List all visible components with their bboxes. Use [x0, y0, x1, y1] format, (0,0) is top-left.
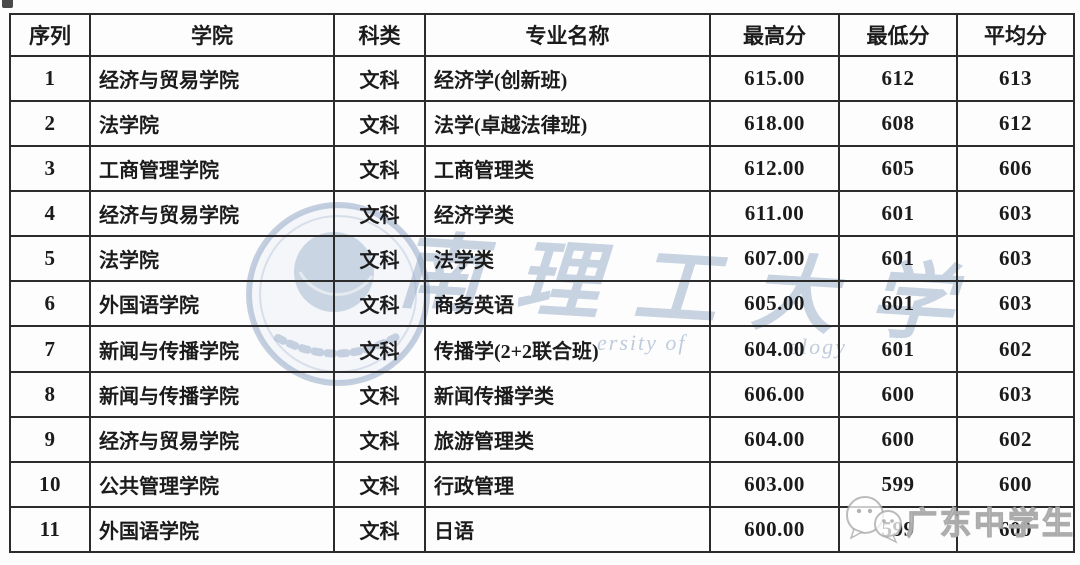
cell-seq: 10 [9, 460, 91, 508]
cell-seq: 7 [9, 325, 91, 373]
admission-scores-table: 序列 学院 科类 专业名称 最高分 最低分 平均分 1 经济与贸易学院 文科 经… [9, 13, 1075, 554]
cell-avg-score: 602 [956, 325, 1075, 373]
cell-major: 法学类 [424, 235, 711, 283]
cell-category: 文科 [333, 505, 426, 554]
cell-seq: 2 [9, 100, 91, 148]
cell-avg-score: 603 [956, 190, 1075, 238]
cell-avg-score: 612 [956, 100, 1075, 148]
table-header-row: 序列 学院 科类 专业名称 最高分 最低分 平均分 [9, 13, 1075, 57]
cell-seq: 6 [9, 280, 91, 328]
cell-avg-score: 603 [956, 280, 1075, 328]
table-row: 11 外国语学院 文科 日语 600.00 599 600 [9, 505, 1075, 554]
cell-major: 新闻传播学类 [424, 370, 711, 418]
cell-college: 经济与贸易学院 [89, 190, 335, 238]
header-avg: 平均分 [956, 13, 1075, 57]
table-row: 3 工商管理学院 文科 工商管理类 612.00 605 606 [9, 145, 1075, 193]
table-row: 1 经济与贸易学院 文科 经济学(创新班) 615.00 612 613 [9, 54, 1075, 103]
cell-max-score: 612.00 [709, 145, 840, 193]
cell-min-score: 599 [838, 460, 958, 508]
cell-max-score: 611.00 [709, 190, 840, 238]
table-row: 4 经济与贸易学院 文科 经济学类 611.00 601 603 [9, 190, 1075, 238]
cell-avg-score: 603 [956, 370, 1075, 418]
table-row: 5 法学院 文科 法学类 607.00 601 603 [9, 235, 1075, 283]
cell-major: 传播学(2+2联合班) [424, 325, 711, 373]
cell-major: 经济学类 [424, 190, 711, 238]
cell-category: 文科 [333, 325, 426, 373]
cell-min-score: 612 [838, 54, 958, 103]
header-max: 最高分 [709, 13, 840, 57]
cell-major: 法学(卓越法律班) [424, 100, 711, 148]
cell-category: 文科 [333, 415, 426, 463]
cell-max-score: 600.00 [709, 505, 840, 554]
cell-major: 旅游管理类 [424, 415, 711, 463]
cell-avg-score: 600 [956, 460, 1075, 508]
cell-college: 外国语学院 [89, 280, 335, 328]
cell-max-score: 607.00 [709, 235, 840, 283]
cell-seq: 5 [9, 235, 91, 283]
cell-max-score: 604.00 [709, 415, 840, 463]
table-row: 10 公共管理学院 文科 行政管理 603.00 599 600 [9, 460, 1075, 508]
cell-seq: 11 [9, 505, 91, 554]
cell-seq: 1 [9, 54, 91, 103]
cell-seq: 3 [9, 145, 91, 193]
cell-college: 经济与贸易学院 [89, 415, 335, 463]
cell-college: 新闻与传播学院 [89, 370, 335, 418]
table-row: 7 新闻与传播学院 文科 传播学(2+2联合班) 604.00 601 602 [9, 325, 1075, 373]
cell-avg-score: 602 [956, 415, 1075, 463]
cell-major: 经济学(创新班) [424, 54, 711, 103]
cell-min-score: 600 [838, 370, 958, 418]
header-seq: 序列 [9, 13, 91, 57]
cell-seq: 9 [9, 415, 91, 463]
cell-min-score: 605 [838, 145, 958, 193]
cell-major: 行政管理 [424, 460, 711, 508]
cell-seq: 8 [9, 370, 91, 418]
cell-major: 日语 [424, 505, 711, 554]
cell-min-score: 600 [838, 415, 958, 463]
cell-max-score: 605.00 [709, 280, 840, 328]
cell-avg-score: 606 [956, 145, 1075, 193]
cell-min-score: 601 [838, 325, 958, 373]
table-row: 6 外国语学院 文科 商务英语 605.00 601 603 [9, 280, 1075, 328]
cell-min-score: 601 [838, 235, 958, 283]
header-min: 最低分 [838, 13, 958, 57]
cell-min-score: 601 [838, 190, 958, 238]
cell-category: 文科 [333, 460, 426, 508]
cell-college: 法学院 [89, 100, 335, 148]
cell-avg-score: 613 [956, 54, 1075, 103]
cell-major: 商务英语 [424, 280, 711, 328]
cell-category: 文科 [333, 100, 426, 148]
cell-min-score: 601 [838, 280, 958, 328]
cell-college: 经济与贸易学院 [89, 54, 335, 103]
cell-max-score: 606.00 [709, 370, 840, 418]
cell-major: 工商管理类 [424, 145, 711, 193]
cell-category: 文科 [333, 54, 426, 103]
cell-max-score: 618.00 [709, 100, 840, 148]
cell-category: 文科 [333, 190, 426, 238]
cell-category: 文科 [333, 145, 426, 193]
cell-college: 法学院 [89, 235, 335, 283]
cell-college: 外国语学院 [89, 505, 335, 554]
table-row: 2 法学院 文科 法学(卓越法律班) 618.00 608 612 [9, 100, 1075, 148]
score-table-body: 1 经济与贸易学院 文科 经济学(创新班) 615.00 612 613 2 法… [9, 54, 1075, 554]
cell-college: 工商管理学院 [89, 145, 335, 193]
header-college: 学院 [89, 13, 335, 57]
cell-category: 文科 [333, 235, 426, 283]
cell-max-score: 604.00 [709, 325, 840, 373]
cell-max-score: 603.00 [709, 460, 840, 508]
cell-category: 文科 [333, 280, 426, 328]
table-row: 9 经济与贸易学院 文科 旅游管理类 604.00 600 602 [9, 415, 1075, 463]
cell-college: 公共管理学院 [89, 460, 335, 508]
cell-avg-score: 600 [956, 505, 1075, 554]
header-major: 专业名称 [424, 13, 711, 57]
header-category: 科类 [333, 13, 426, 57]
cell-max-score: 615.00 [709, 54, 840, 103]
cell-college: 新闻与传播学院 [89, 325, 335, 373]
cell-min-score: 608 [838, 100, 958, 148]
cell-min-score: 599 [838, 505, 958, 554]
cell-avg-score: 603 [956, 235, 1075, 283]
cell-seq: 4 [9, 190, 91, 238]
table-row: 8 新闻与传播学院 文科 新闻传播学类 606.00 600 603 [9, 370, 1075, 418]
cropped-text-fragment [2, 0, 13, 8]
cell-category: 文科 [333, 370, 426, 418]
